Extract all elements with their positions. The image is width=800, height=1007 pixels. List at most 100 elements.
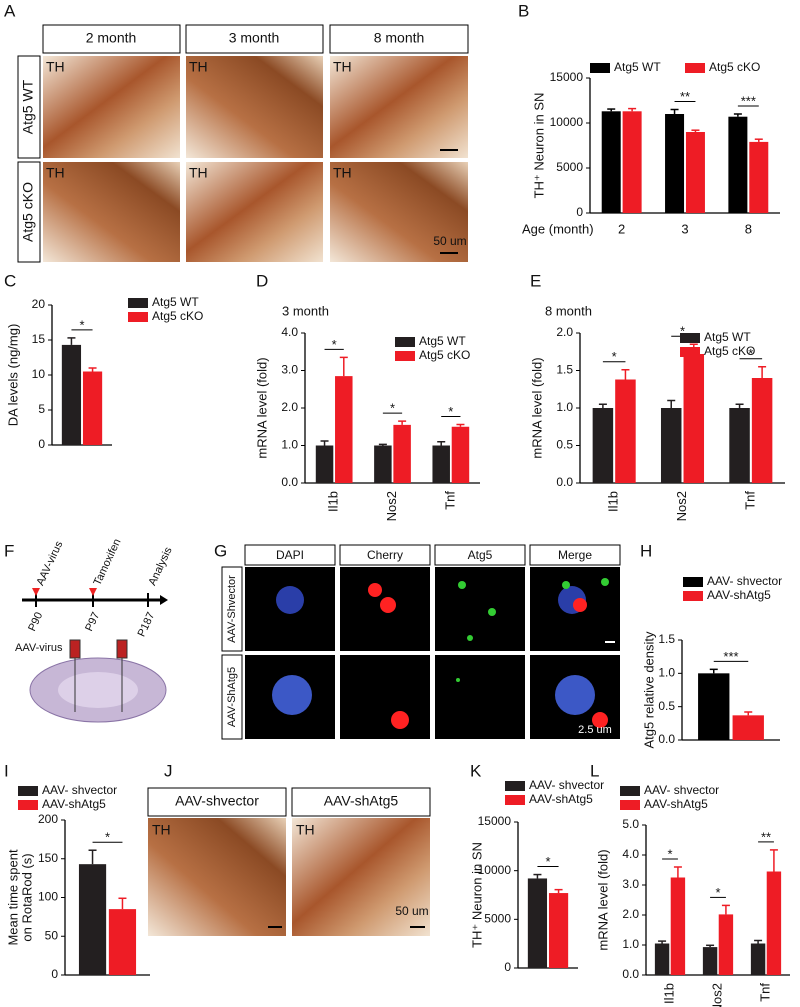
legend-label: AAV- shvector — [42, 783, 117, 797]
y-tick-label: 1.0 — [658, 666, 675, 680]
x-tick-label: Nos2 — [709, 983, 724, 1007]
significance-label: ** — [680, 89, 690, 104]
x-tick-label: Tnf — [442, 491, 457, 510]
y-tick-label: 200 — [38, 812, 58, 826]
y-tick-label: 4.0 — [281, 325, 298, 339]
column-header: Cherry — [367, 548, 403, 562]
stain-label: TH — [46, 59, 65, 75]
y-axis-label: mRNA level (fold) — [529, 357, 544, 458]
y-tick-label: 1.0 — [622, 937, 639, 951]
bar — [729, 408, 750, 483]
y-tick-label: 2.0 — [281, 400, 298, 414]
scale-bar-label: 50 um — [395, 904, 428, 918]
column-header: Atg5 — [468, 548, 493, 562]
legend-label: AAV- shvector — [644, 783, 719, 797]
row-label: Atg5 WT — [20, 79, 36, 134]
significance-label: * — [680, 324, 685, 339]
significance-label: * — [748, 346, 753, 361]
legend-swatch — [683, 577, 703, 587]
significance-label: * — [332, 337, 337, 352]
fluorescence-images — [221, 544, 621, 740]
legend-swatch — [128, 298, 148, 308]
x-tick-label: Tnf — [742, 491, 757, 510]
legend-label: AAV-shAtg5 — [644, 797, 708, 811]
legend-label: Atg5 WT — [614, 60, 661, 74]
stain-label: TH — [46, 165, 65, 181]
bar — [451, 426, 470, 483]
x-tick-label: Il1b — [606, 491, 621, 512]
x-tick-label: 8 — [745, 221, 752, 236]
y-tick-label: 20 — [32, 297, 46, 311]
legend-label: Atg5 WT — [419, 334, 466, 348]
legend-label: AAV-shAtg5 — [529, 792, 593, 806]
y-tick-label: 0 — [38, 437, 45, 451]
panel-letter: I — [4, 761, 9, 780]
legend-swatch — [395, 337, 415, 347]
stain-label: TH — [152, 822, 171, 838]
y-tick-label: 10000 — [550, 115, 584, 129]
bar — [751, 378, 773, 483]
significance-label: * — [545, 854, 550, 869]
y-tick-label: 50 — [45, 928, 59, 942]
day-label: P90 — [26, 610, 45, 633]
column-header: DAPI — [276, 548, 304, 562]
legend-swatch — [18, 800, 38, 810]
x-tick-label: Tnf — [757, 983, 772, 1002]
legend-label: Atg5 cKO — [709, 60, 760, 74]
bar — [718, 914, 734, 975]
significance-label: *** — [723, 649, 738, 664]
day-label: P97 — [83, 610, 102, 633]
bar — [660, 408, 682, 483]
bar — [685, 132, 705, 213]
bar — [548, 893, 569, 968]
significance-label: * — [79, 317, 84, 332]
y-tick-label: 0 — [504, 960, 511, 974]
legend-swatch — [18, 786, 38, 796]
y-tick-label: 0.0 — [556, 475, 573, 489]
significance-label: * — [448, 404, 453, 419]
panel-letter: D — [256, 271, 268, 290]
panel-letter: H — [640, 541, 652, 560]
bar — [654, 943, 670, 975]
y-tick-label: 150 — [38, 851, 58, 865]
y-tick-label: 15000 — [478, 814, 512, 828]
y-tick-label: 0.5 — [658, 699, 675, 713]
stain-label: TH — [333, 59, 352, 75]
column-header: 3 month — [229, 30, 280, 46]
bar — [432, 445, 450, 483]
x-tick-label: 3 — [681, 221, 688, 236]
panel-letter: E — [530, 271, 541, 290]
panel-letter: L — [590, 761, 599, 780]
legend-swatch — [590, 63, 610, 73]
legend-swatch — [680, 333, 700, 343]
panel-letter: F — [4, 541, 14, 560]
y-tick-label: 5 — [38, 402, 45, 416]
column-header: AAV-shAtg5 — [324, 793, 399, 809]
legend-swatch — [680, 347, 700, 357]
panel-letter: K — [470, 761, 482, 780]
legend-swatch — [683, 591, 703, 601]
bar — [766, 871, 782, 975]
bar — [683, 354, 705, 483]
legend-label: Atg5 cKO — [704, 344, 755, 358]
y-tick-label: 5.0 — [622, 817, 639, 831]
legend-label: Atg5 WT — [704, 330, 751, 344]
bar — [82, 371, 103, 445]
legend-label: AAV-shAtg5 — [707, 588, 771, 602]
bar — [393, 424, 411, 483]
legend-swatch — [505, 781, 525, 791]
significance-label: * — [105, 830, 110, 845]
bar — [315, 445, 334, 483]
column-header: AAV-shvector — [175, 793, 259, 809]
bar — [374, 445, 392, 483]
y-tick-label: 1.0 — [556, 400, 573, 414]
y-tick-label: 0.0 — [658, 732, 675, 746]
y-tick-label: 1.0 — [281, 438, 298, 452]
day-label: P187 — [136, 610, 158, 638]
bar — [732, 715, 764, 740]
row-label: Atg5 cKO — [20, 182, 36, 242]
y-tick-label: 3.0 — [281, 363, 298, 377]
timeline — [22, 588, 168, 723]
y-axis-label: TH⁺ Neuron in SN — [531, 93, 546, 199]
bar — [615, 379, 636, 483]
